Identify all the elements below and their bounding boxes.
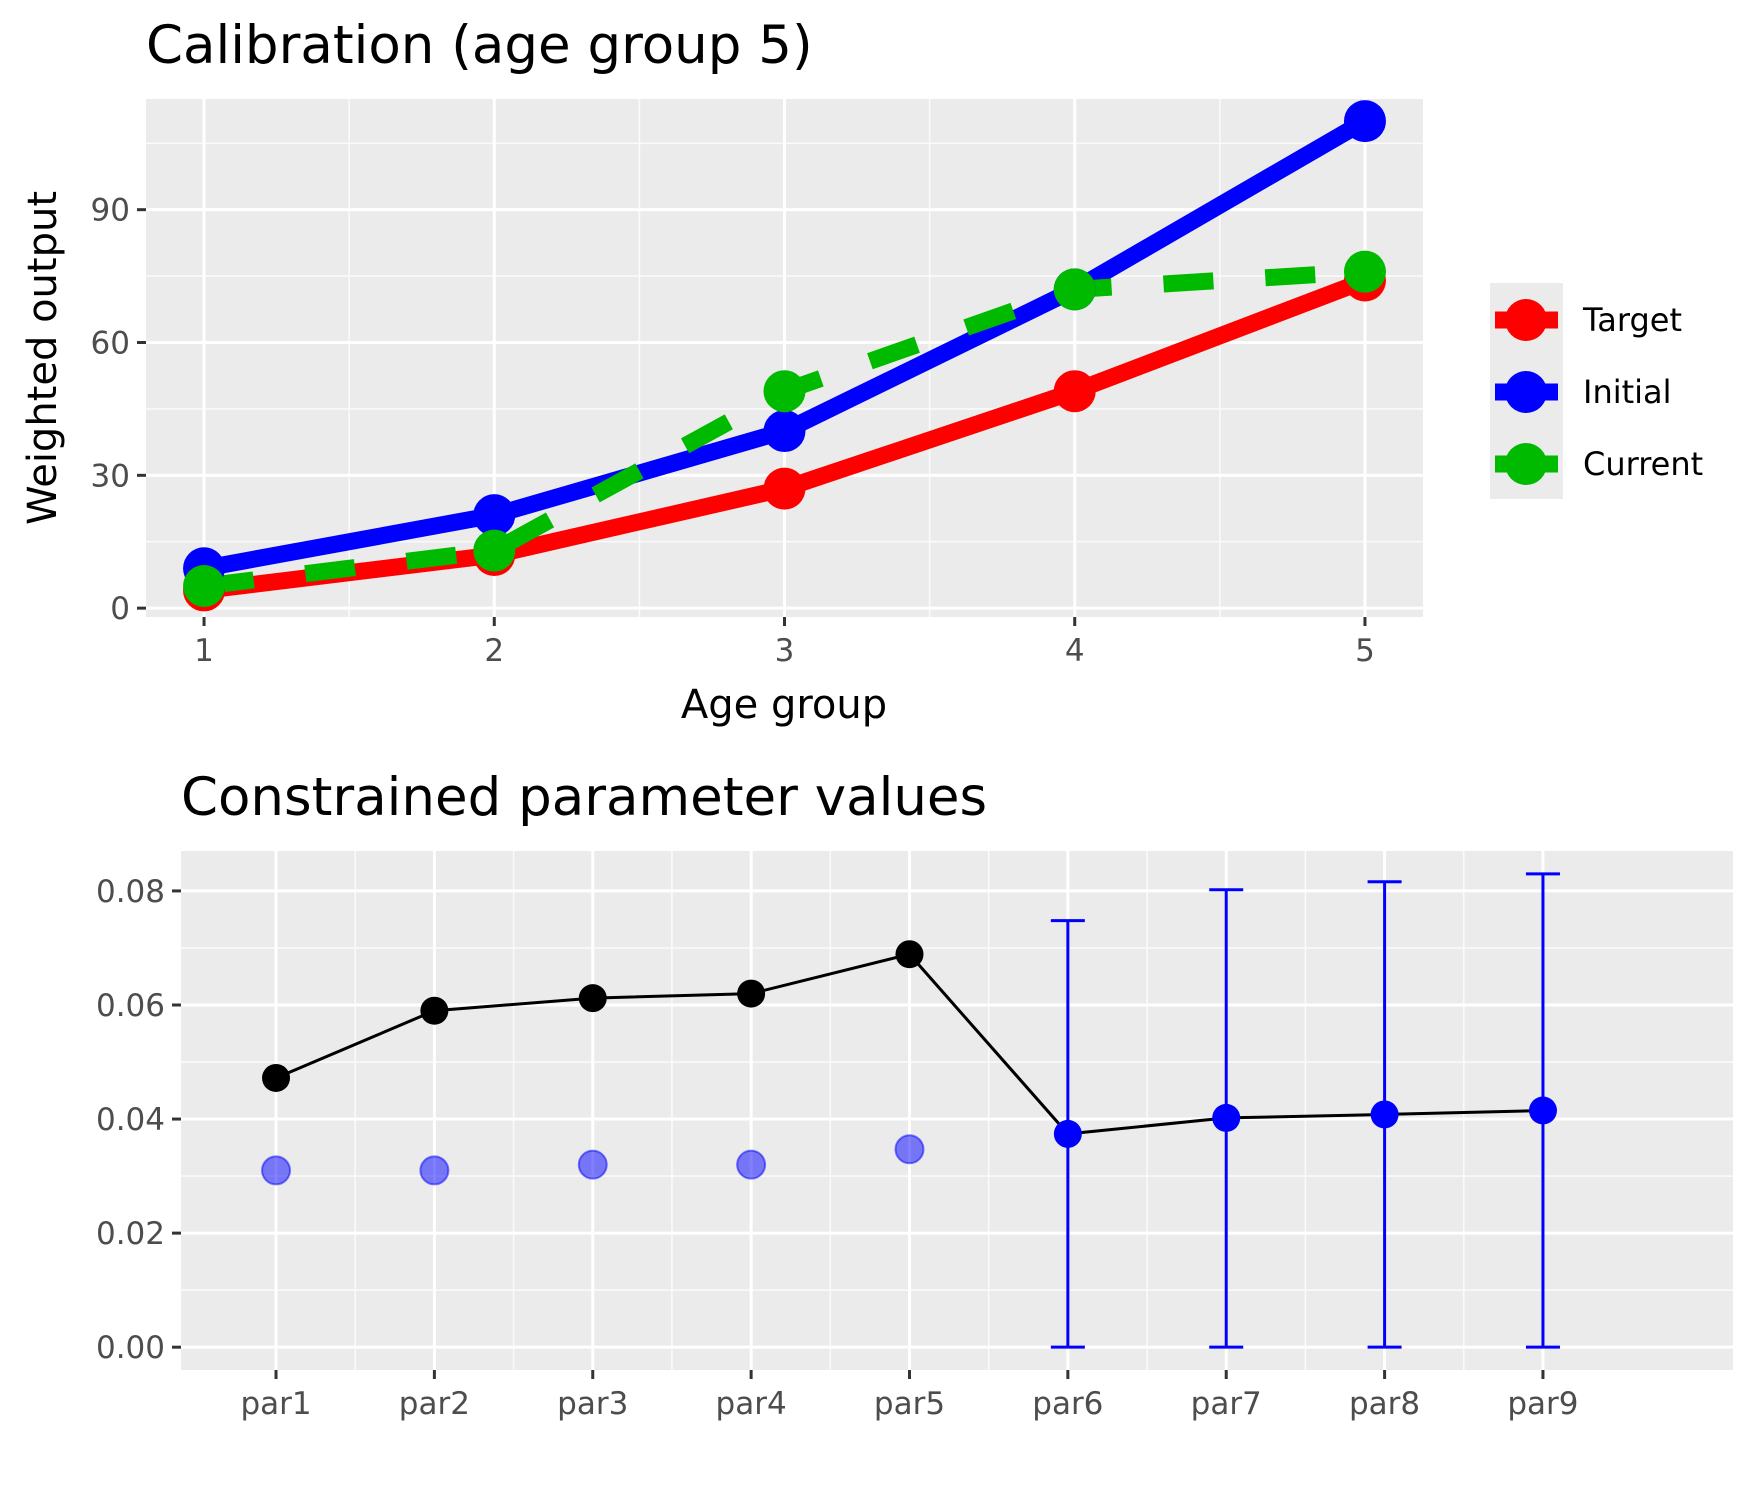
legend-key-point	[1505, 299, 1547, 341]
parameter-plot-panel	[181, 851, 1733, 1370]
legend-entry-current: Current	[1495, 443, 1703, 485]
x-tick-label: par3	[557, 1386, 628, 1422]
calibration-legend: Target Initial Current	[1490, 283, 1703, 499]
legend-label: Current	[1583, 445, 1703, 483]
x-tick-label: par2	[399, 1386, 470, 1422]
y-tick-label: 90	[91, 193, 130, 229]
x-tick-label: 2	[484, 633, 504, 669]
current-point-par1	[262, 1063, 291, 1092]
calibration-title: Calibration (age group 5)	[146, 15, 813, 76]
point-target	[763, 467, 806, 510]
initial-point-par4	[736, 1149, 767, 1180]
x-tick-label: 5	[1355, 633, 1375, 669]
x-tick-label: par6	[1032, 1386, 1103, 1422]
initial-point-par3	[577, 1149, 608, 1180]
current-point-par7	[1212, 1103, 1241, 1132]
calibration-chart: Calibration (age group 5) 1 2 3 4 5 0 30 60 90 A…	[20, 15, 1703, 728]
legend-key-point	[1505, 443, 1547, 485]
current-point-par6	[1053, 1119, 1082, 1148]
x-tick-label: par8	[1349, 1386, 1420, 1422]
y-tick-label: 0.06	[96, 988, 165, 1024]
point-initial	[1343, 100, 1386, 143]
current-point-par9	[1528, 1096, 1557, 1125]
y-tick-label: 0	[110, 591, 130, 627]
current-point-par4	[737, 979, 766, 1008]
legend-entry-target: Target	[1495, 299, 1682, 341]
calibration-x-axis-title: Age group	[681, 682, 887, 728]
parameter-axes: par1 par2 par3 par4 par5 par6 par7 par8 par9 0.00…	[96, 874, 1579, 1422]
y-tick-label: 60	[91, 326, 130, 362]
x-tick-label: par4	[716, 1386, 787, 1422]
point-initial	[763, 410, 806, 453]
point-current	[763, 370, 806, 413]
x-tick-label: 3	[775, 633, 795, 669]
x-tick-label: par9	[1507, 1386, 1578, 1422]
legend-entry-initial: Initial	[1495, 371, 1672, 413]
current-point-par8	[1370, 1100, 1399, 1129]
point-target	[1053, 370, 1096, 413]
point-current	[473, 529, 516, 572]
x-tick-label: par5	[874, 1386, 945, 1422]
legend-key-point	[1505, 371, 1547, 413]
current-point-par5	[895, 940, 924, 969]
calibration-y-axis-title: Weighted output	[20, 191, 66, 525]
parameter-chart: Constrained parameter values par1 par2 par…	[96, 767, 1733, 1422]
calibration-series-points	[183, 100, 1386, 612]
parameter-title: Constrained parameter values	[181, 767, 987, 828]
x-tick-label: par1	[240, 1386, 311, 1422]
initial-point-par2	[419, 1155, 450, 1186]
legend-label: Initial	[1583, 373, 1672, 411]
y-tick-label: 0.04	[96, 1102, 165, 1138]
y-tick-label: 30	[91, 458, 130, 494]
y-tick-label: 0.08	[96, 874, 165, 910]
current-point-par3	[578, 984, 607, 1013]
y-tick-label: 0.00	[96, 1330, 165, 1366]
y-tick-label: 0.02	[96, 1216, 165, 1252]
point-current	[183, 565, 226, 608]
initial-point-par1	[261, 1155, 292, 1186]
current-point-par2	[420, 996, 449, 1025]
x-tick-label: 1	[194, 633, 214, 669]
initial-point-par5	[894, 1134, 925, 1165]
point-initial	[473, 494, 516, 537]
legend-label: Target	[1582, 301, 1682, 339]
point-current	[1053, 268, 1096, 311]
point-current	[1343, 250, 1386, 293]
parameter-points	[261, 940, 1557, 1186]
x-tick-label: par7	[1191, 1386, 1262, 1422]
calibration-axes: 1 2 3 4 5 0 30 60 90	[91, 193, 1375, 669]
x-tick-label: 4	[1065, 633, 1085, 669]
